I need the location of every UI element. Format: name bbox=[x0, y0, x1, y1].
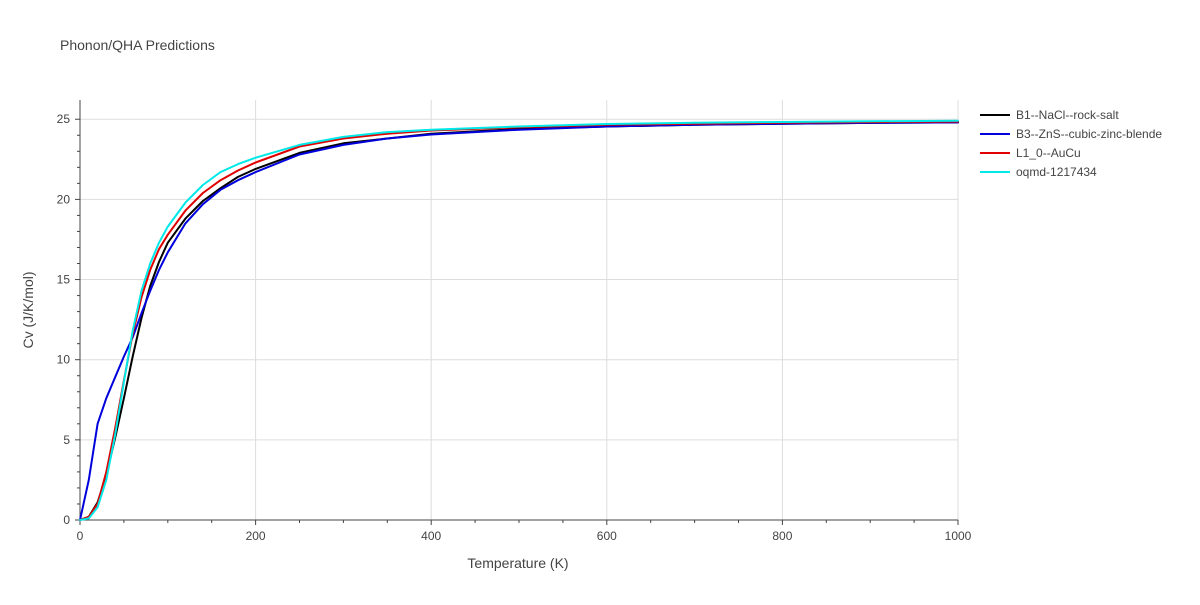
x-tick-label: 1000 bbox=[945, 529, 972, 543]
legend-label: L1_0--AuCu bbox=[1016, 146, 1081, 160]
series-layer bbox=[79, 119, 959, 521]
legend-item-1[interactable]: B1--NaCl--rock-salt bbox=[980, 108, 1119, 122]
legend-label: B1--NaCl--rock-salt bbox=[1016, 108, 1119, 122]
x-tick-label: 600 bbox=[597, 529, 617, 543]
y-tick-label: 25 bbox=[57, 112, 71, 126]
series-line-4 bbox=[79, 119, 959, 521]
series-line-1 bbox=[79, 121, 959, 521]
series-line-3 bbox=[79, 120, 959, 521]
x-axis-title: Temperature (K) bbox=[467, 555, 568, 571]
x-tick-label: 400 bbox=[421, 529, 441, 543]
series-line-2 bbox=[79, 121, 959, 521]
y-tick-label: 10 bbox=[57, 353, 71, 367]
x-tick-label: 0 bbox=[77, 529, 84, 543]
axis-layer: 0 200 400 600 800 1000 0 5 10 15 20 25 bbox=[57, 100, 972, 543]
legend-label: oqmd-1217434 bbox=[1016, 165, 1097, 179]
legend-item-2[interactable]: B3--ZnS--cubic-zinc-blende bbox=[980, 127, 1162, 141]
legend-label: B3--ZnS--cubic-zinc-blende bbox=[1016, 127, 1162, 141]
y-tick-label: 0 bbox=[63, 513, 70, 527]
x-tick-label: 200 bbox=[246, 529, 266, 543]
legend-item-3[interactable]: L1_0--AuCu bbox=[980, 146, 1081, 160]
y-tick-label: 20 bbox=[57, 192, 71, 206]
legend[interactable]: B1--NaCl--rock-salt B3--ZnS--cubic-zinc-b… bbox=[980, 108, 1162, 179]
y-axis-title: Cv (J/K/mol) bbox=[20, 272, 36, 349]
chart-title: Phonon/QHA Predictions bbox=[60, 37, 215, 53]
grid-layer bbox=[80, 100, 959, 520]
legend-item-4[interactable]: oqmd-1217434 bbox=[980, 165, 1097, 179]
y-tick-label: 5 bbox=[63, 433, 70, 447]
y-tick-label: 15 bbox=[57, 273, 71, 287]
x-tick-label: 800 bbox=[772, 529, 792, 543]
